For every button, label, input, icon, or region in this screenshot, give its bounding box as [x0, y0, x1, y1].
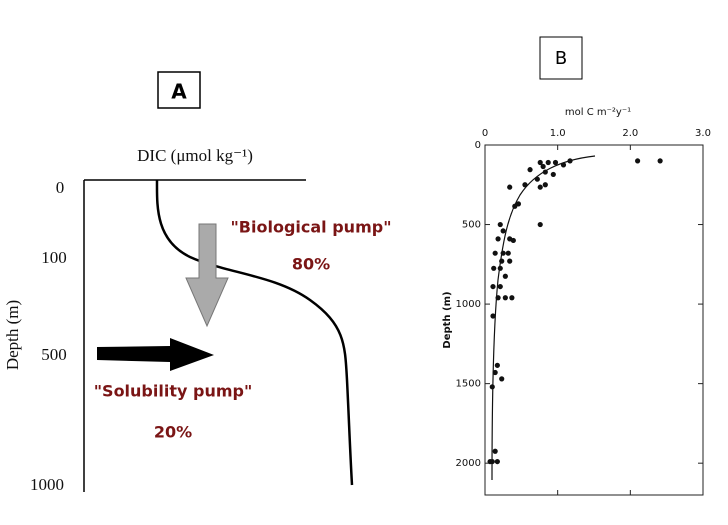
data-point [497, 221, 503, 228]
data-point [495, 295, 501, 301]
data-point [502, 273, 508, 279]
data-point [497, 283, 503, 290]
panel-a-box [157, 71, 201, 109]
data-point [507, 184, 513, 190]
data-point [500, 250, 506, 256]
data-point [489, 384, 495, 390]
x-axis-title: DIC (μmol kg⁻¹) [137, 146, 253, 165]
depth-label: 0 [56, 178, 65, 197]
data-point [537, 184, 543, 190]
data-point [509, 295, 515, 301]
x-tick-label: 1.0 [550, 128, 566, 139]
data-point [657, 158, 663, 164]
data-point [499, 258, 505, 264]
y-tick-label: 1500 [456, 379, 481, 390]
dic-profile [155, 179, 354, 486]
y-axis-title: Depth (m) [3, 300, 22, 370]
annotation: "Solubility pump" [94, 382, 253, 401]
data-point [494, 458, 500, 465]
panel-b-box [539, 36, 583, 80]
data-point [490, 283, 496, 290]
data-point [567, 158, 573, 164]
annotation: "Biological pump" [230, 218, 391, 237]
data-point [510, 237, 516, 244]
depth-label: 1000 [30, 475, 64, 494]
y-tick-label: 1000 [456, 299, 481, 310]
data-point [497, 265, 503, 271]
data-point [492, 369, 498, 376]
panel-a-label: A [171, 80, 187, 104]
x-tick-label: 3.0 [695, 128, 711, 139]
data-point [492, 448, 498, 454]
x-axis-title: mol C m⁻²y⁻¹ [565, 107, 631, 118]
annotation: 20% [154, 423, 192, 442]
data-point [537, 221, 543, 228]
annotation: 80% [292, 255, 330, 274]
data-point [491, 265, 497, 271]
data-point [505, 250, 511, 256]
data-point [552, 159, 559, 166]
data-point [540, 163, 546, 170]
data-point [507, 258, 513, 264]
data-point [550, 171, 556, 178]
data-point [635, 158, 641, 164]
data-point [542, 182, 548, 188]
data-point [534, 176, 540, 182]
data-point [502, 295, 508, 301]
x-tick-label: 0 [482, 128, 488, 139]
plot-frame [484, 144, 704, 496]
biological-arrow [185, 223, 229, 328]
data-point [492, 250, 498, 256]
data-point [527, 167, 533, 173]
x-tick-label: 2.0 [622, 128, 638, 139]
data-point [500, 228, 506, 234]
y-axis-title: Depth (m) [442, 291, 453, 348]
panel-b-label: B [555, 48, 567, 69]
depth-label: 500 [41, 345, 67, 364]
data-point [560, 162, 567, 168]
data-point [490, 313, 496, 319]
data-point [494, 362, 500, 368]
data-point [522, 182, 528, 188]
data-point [487, 458, 493, 465]
data-point [495, 236, 501, 242]
fit-curve [491, 155, 596, 481]
y-tick-label: 0 [475, 140, 481, 151]
depth-label: 100 [41, 248, 67, 267]
data-point [537, 159, 543, 166]
data-point [499, 376, 505, 382]
data-point [542, 169, 548, 175]
y-tick-label: 500 [462, 220, 481, 231]
solubility-arrow [97, 338, 214, 371]
data-point [512, 203, 518, 209]
data-point [545, 159, 551, 166]
y-tick-label: 2000 [456, 458, 481, 469]
